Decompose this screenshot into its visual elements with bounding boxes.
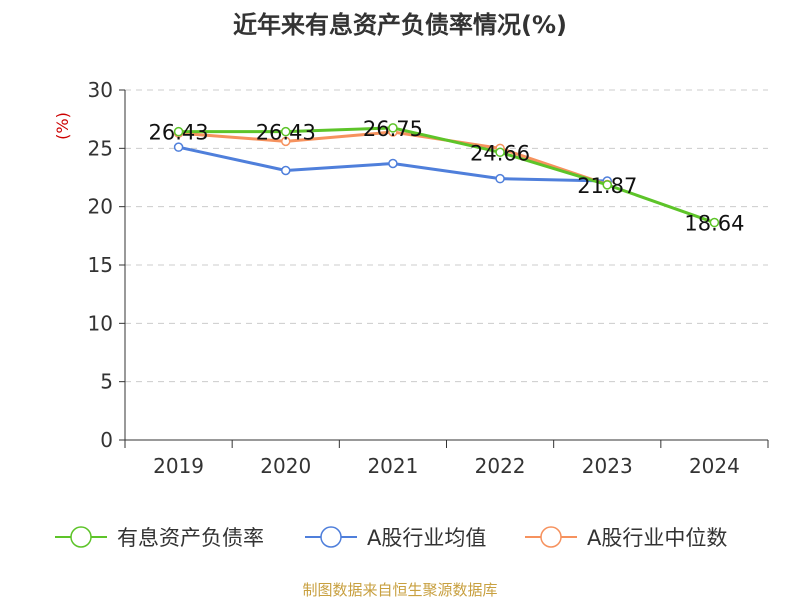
data-label: 24.66: [470, 141, 530, 165]
data-point: [281, 126, 291, 137]
y-axis-label: (%): [53, 112, 72, 140]
x-tick-label: 2024: [689, 454, 740, 478]
x-tick-label: 2023: [582, 454, 633, 478]
x-tick-label: 2022: [475, 454, 526, 478]
legend: 有息资产负债率 A股行业均值 A股行业中位数: [55, 526, 727, 550]
data-point: [388, 158, 398, 169]
data-label: 26.75: [363, 117, 423, 141]
data-point: [495, 147, 505, 158]
y-tick-label: 25: [88, 136, 113, 160]
legend-item-2: A股行业均值: [305, 526, 486, 550]
series-lines: [173, 123, 720, 228]
data-point: [495, 173, 505, 184]
data-point: [388, 123, 398, 133]
legend-item-1: 有息资产负债率: [55, 526, 264, 550]
x-tick-label: 2019: [153, 454, 204, 478]
data-labels: 26.43 26.43 26.75 24.66 21.87 18.64: [149, 117, 745, 236]
grid-lines: [125, 89, 768, 383]
legend-label: 有息资产负债率: [117, 526, 264, 550]
y-tick-label: 5: [100, 370, 113, 394]
series-line: [178, 126, 715, 224]
data-point: [709, 217, 720, 228]
data-point: [281, 136, 291, 147]
x-tick-label: 2021: [367, 454, 418, 478]
data-label: 26.43: [256, 121, 316, 145]
axes: 0 5 10 15 20 25 30 2019 2020 2021 2022 2023 2024 (%): [53, 78, 769, 478]
legend-marker: [320, 526, 342, 548]
data-point: [602, 180, 612, 190]
y-tick-label: 30: [88, 78, 113, 102]
data-point: [173, 126, 184, 137]
y-tick-label: 20: [88, 195, 113, 219]
y-tick-label: 0: [100, 428, 113, 452]
y-tick-label: 15: [88, 253, 113, 277]
legend-label: A股行业均值: [367, 526, 486, 550]
x-tick-label: 2020: [260, 454, 311, 478]
series-1: [173, 123, 720, 228]
source-note: 制图数据来自恒生聚源数据库: [302, 581, 497, 599]
legend-item-3: A股行业中位数: [525, 526, 727, 550]
y-tick-label: 10: [88, 311, 113, 335]
chart-title: 近年来有息资产负债率情况(%): [233, 11, 567, 39]
legend-label: A股行业中位数: [587, 526, 727, 550]
data-point: [281, 165, 291, 176]
legend-marker: [540, 526, 562, 548]
legend-marker: [70, 526, 92, 548]
data-label: 18.64: [684, 212, 744, 236]
data-label: 21.87: [577, 174, 637, 198]
data-label: 26.43: [149, 121, 209, 145]
data-point: [173, 142, 184, 152]
